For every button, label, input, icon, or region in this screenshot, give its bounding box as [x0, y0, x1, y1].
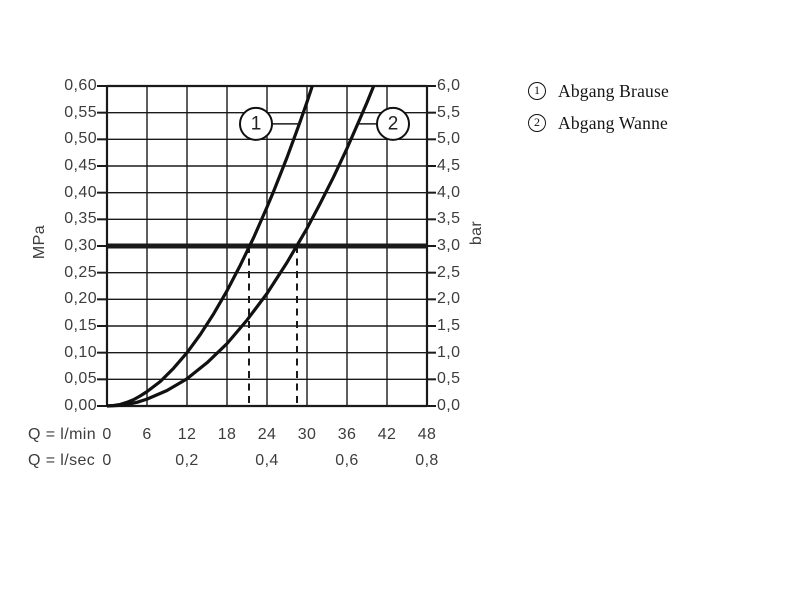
callout-1: 1: [239, 106, 299, 141]
x-axis-lsec-tick-label: 0,6: [335, 452, 359, 469]
y-axis-left-tick-label: 0,55: [64, 103, 97, 121]
x-axis-lmin-unit-label: Q = l/min: [28, 426, 97, 443]
x-axis-lmin-tick-label: 24: [257, 426, 277, 443]
circled-1-icon: 1: [528, 82, 546, 100]
circled-2-icon: 2: [528, 114, 546, 132]
y-axis-left-tick-label: 0,20: [64, 290, 97, 308]
y-axis-left-tick-label: 0,05: [64, 370, 97, 388]
x-axis-lmin-tick-label: 6: [142, 426, 152, 443]
y-axis-right-tick-label: 4,0: [437, 183, 461, 201]
axis-tick-marks: [97, 85, 436, 407]
y-axis-left-tick-label: 0,50: [64, 130, 97, 148]
x-axis-lmin-tick-label: 42: [377, 426, 397, 443]
dashed-guide-lines: [248, 246, 298, 406]
x-axis-lsec-tick-label: 0,2: [175, 452, 199, 469]
y-axis-left-tick-label: 0,40: [64, 183, 97, 201]
y-axis-left-tick-label: 0,35: [64, 210, 97, 228]
y-axis-right-tick-label: 2,0: [437, 290, 461, 308]
legend: 1 Abgang Brause 2 Abgang Wanne: [528, 79, 669, 143]
callout-number: 2: [388, 113, 399, 134]
y-axis-right-tick-label: 3,5: [437, 210, 461, 228]
y-axis-right-tick-label: 6,0: [437, 77, 461, 94]
y-axis-right-tick-label: 1,0: [437, 343, 461, 361]
y-axis-left-tick-label: 0,10: [64, 343, 97, 361]
x-axis-lmin-tick-label: 0: [102, 426, 112, 443]
legend-item-abgang-wanne: 2 Abgang Wanne: [528, 111, 669, 135]
x-axis-lsec-unit-label: Q = l/sec: [28, 452, 96, 469]
y-axis-left-tick-label: 0,45: [64, 157, 97, 174]
y-axis-right-tick-label: 3,0: [437, 237, 461, 254]
y-axis-right-tick-label: 0,5: [437, 370, 461, 388]
y-axis-left-tick-label: 0,30: [64, 237, 97, 254]
x-axis-lmin-tick-label: 30: [297, 426, 317, 443]
y-axis-right-tick-label: 2,5: [437, 263, 461, 281]
x-axis-lsec-tick-label: 0,8: [415, 452, 439, 469]
x-axis-lsec-tick-label: 0,4: [255, 452, 279, 469]
legend-item-abgang-brause: 1 Abgang Brause: [528, 79, 669, 103]
callout-2: 2: [357, 106, 410, 141]
x-axis-lmin-tick-label: 12: [177, 426, 197, 443]
curve-abgang-wanne: [106, 85, 376, 408]
y-axis-left-tick-label: 0,25: [64, 263, 97, 281]
x-axis-lmin-tick-label: 18: [217, 426, 237, 443]
y-axis-right-tick-label: 0,0: [437, 397, 461, 414]
y-axis-left-tick-label: 0,00: [64, 397, 97, 414]
y-axis-right-tick-label: 4,5: [437, 157, 461, 174]
x-axis-lsec-tick-label: 0: [102, 452, 112, 469]
x-axis-lmin-tick-label: 48: [417, 426, 437, 443]
y-axis-right-unit-label: bar: [468, 220, 485, 246]
legend-label-abgang-brause: Abgang Brause: [558, 80, 669, 101]
curve-abgang-brause: [106, 85, 314, 408]
y-axis-left-tick-label: 0,15: [64, 317, 97, 334]
x-axis-lmin-tick-label: 36: [337, 426, 357, 443]
y-axis-right-tick-label: 1,5: [437, 317, 461, 334]
y-axis-right-tick-label: 5,5: [437, 103, 461, 121]
grid: [105, 84, 429, 408]
legend-label-abgang-wanne: Abgang Wanne: [558, 112, 669, 133]
y-axis-left-tick-label: 0,60: [64, 77, 97, 94]
y-axis-right-tick-label: 5,0: [437, 130, 461, 148]
y-axis-left-unit-label: MPa: [31, 224, 48, 260]
callout-number: 1: [251, 113, 262, 134]
